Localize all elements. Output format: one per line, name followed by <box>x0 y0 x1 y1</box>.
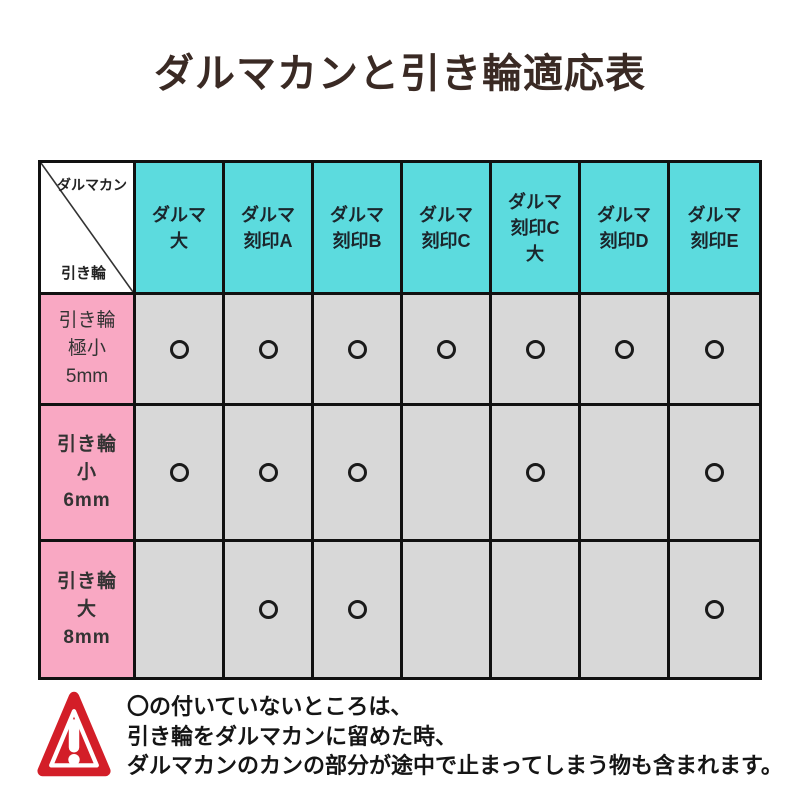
mark-cell <box>581 295 670 406</box>
note-line-1: 〇の付いていないところは、 <box>127 694 413 719</box>
mark-cell <box>136 542 225 677</box>
mark-cell <box>314 406 403 542</box>
row-header-hikiwa-dai-8mm: 引き輪 大 8mm <box>41 542 136 677</box>
mark-cell <box>581 542 670 677</box>
column-header-daruma-kokuin-c-dai: ダルマ 刻印C 大 <box>492 163 581 295</box>
mark-cell <box>403 406 492 542</box>
corner-label-hikiwa: 引き輪 <box>61 265 107 282</box>
mark-cell <box>670 406 759 542</box>
mark-cell <box>136 406 225 542</box>
mark-cell <box>314 542 403 677</box>
compatibility-table: ダルマカン 引き輪 ダルマ 大 ダルマ 刻印A ダルマ 刻印B ダルマ 刻印C … <box>38 160 762 680</box>
mark-cell <box>314 295 403 406</box>
row-header-hikiwa-gokusho-5mm: 引き輪 極小 5mm <box>41 295 136 406</box>
mark-cell <box>136 295 225 406</box>
column-header-daruma-kokuin-c: ダルマ 刻印C <box>403 163 492 295</box>
mark-cell <box>225 406 314 542</box>
note-text: 〇の付いていないところは、 引き輪をダルマカンに留めた時、 ダルマカンのカンの部… <box>127 692 783 781</box>
row-header-hikiwa-sho-6mm: 引き輪 小 6mm <box>41 406 136 542</box>
mark-cell <box>403 542 492 677</box>
mark-cell <box>581 406 670 542</box>
mark-cell <box>670 542 759 677</box>
column-header-daruma-kokuin-d: ダルマ 刻印D <box>581 163 670 295</box>
mark-cell <box>225 542 314 677</box>
corner-cell: ダルマカン 引き輪 <box>41 163 136 295</box>
mark-cell <box>225 295 314 406</box>
diagonal-line <box>41 163 133 292</box>
warning-triangle-icon <box>36 690 112 778</box>
note-line-3: ダルマカンのカンの部分が途中で止まってしまう物も含まれます。 <box>127 753 783 778</box>
column-header-daruma-kokuin-a: ダルマ 刻印A <box>225 163 314 295</box>
mark-cell <box>670 295 759 406</box>
corner-label-darumakan: ダルマカン <box>57 177 127 193</box>
note-line-2: 引き輪をダルマカンに留めた時、 <box>127 723 458 749</box>
column-header-daruma-dai: ダルマ 大 <box>136 163 225 295</box>
mark-cell <box>492 406 581 542</box>
mark-cell <box>492 542 581 677</box>
column-header-daruma-kokuin-b: ダルマ 刻印B <box>314 163 403 295</box>
mark-cell <box>403 295 492 406</box>
mark-cell <box>492 295 581 406</box>
column-header-daruma-kokuin-e: ダルマ 刻印E <box>670 163 759 295</box>
page-title: ダルマカンと引き輪適応表 <box>154 52 646 96</box>
